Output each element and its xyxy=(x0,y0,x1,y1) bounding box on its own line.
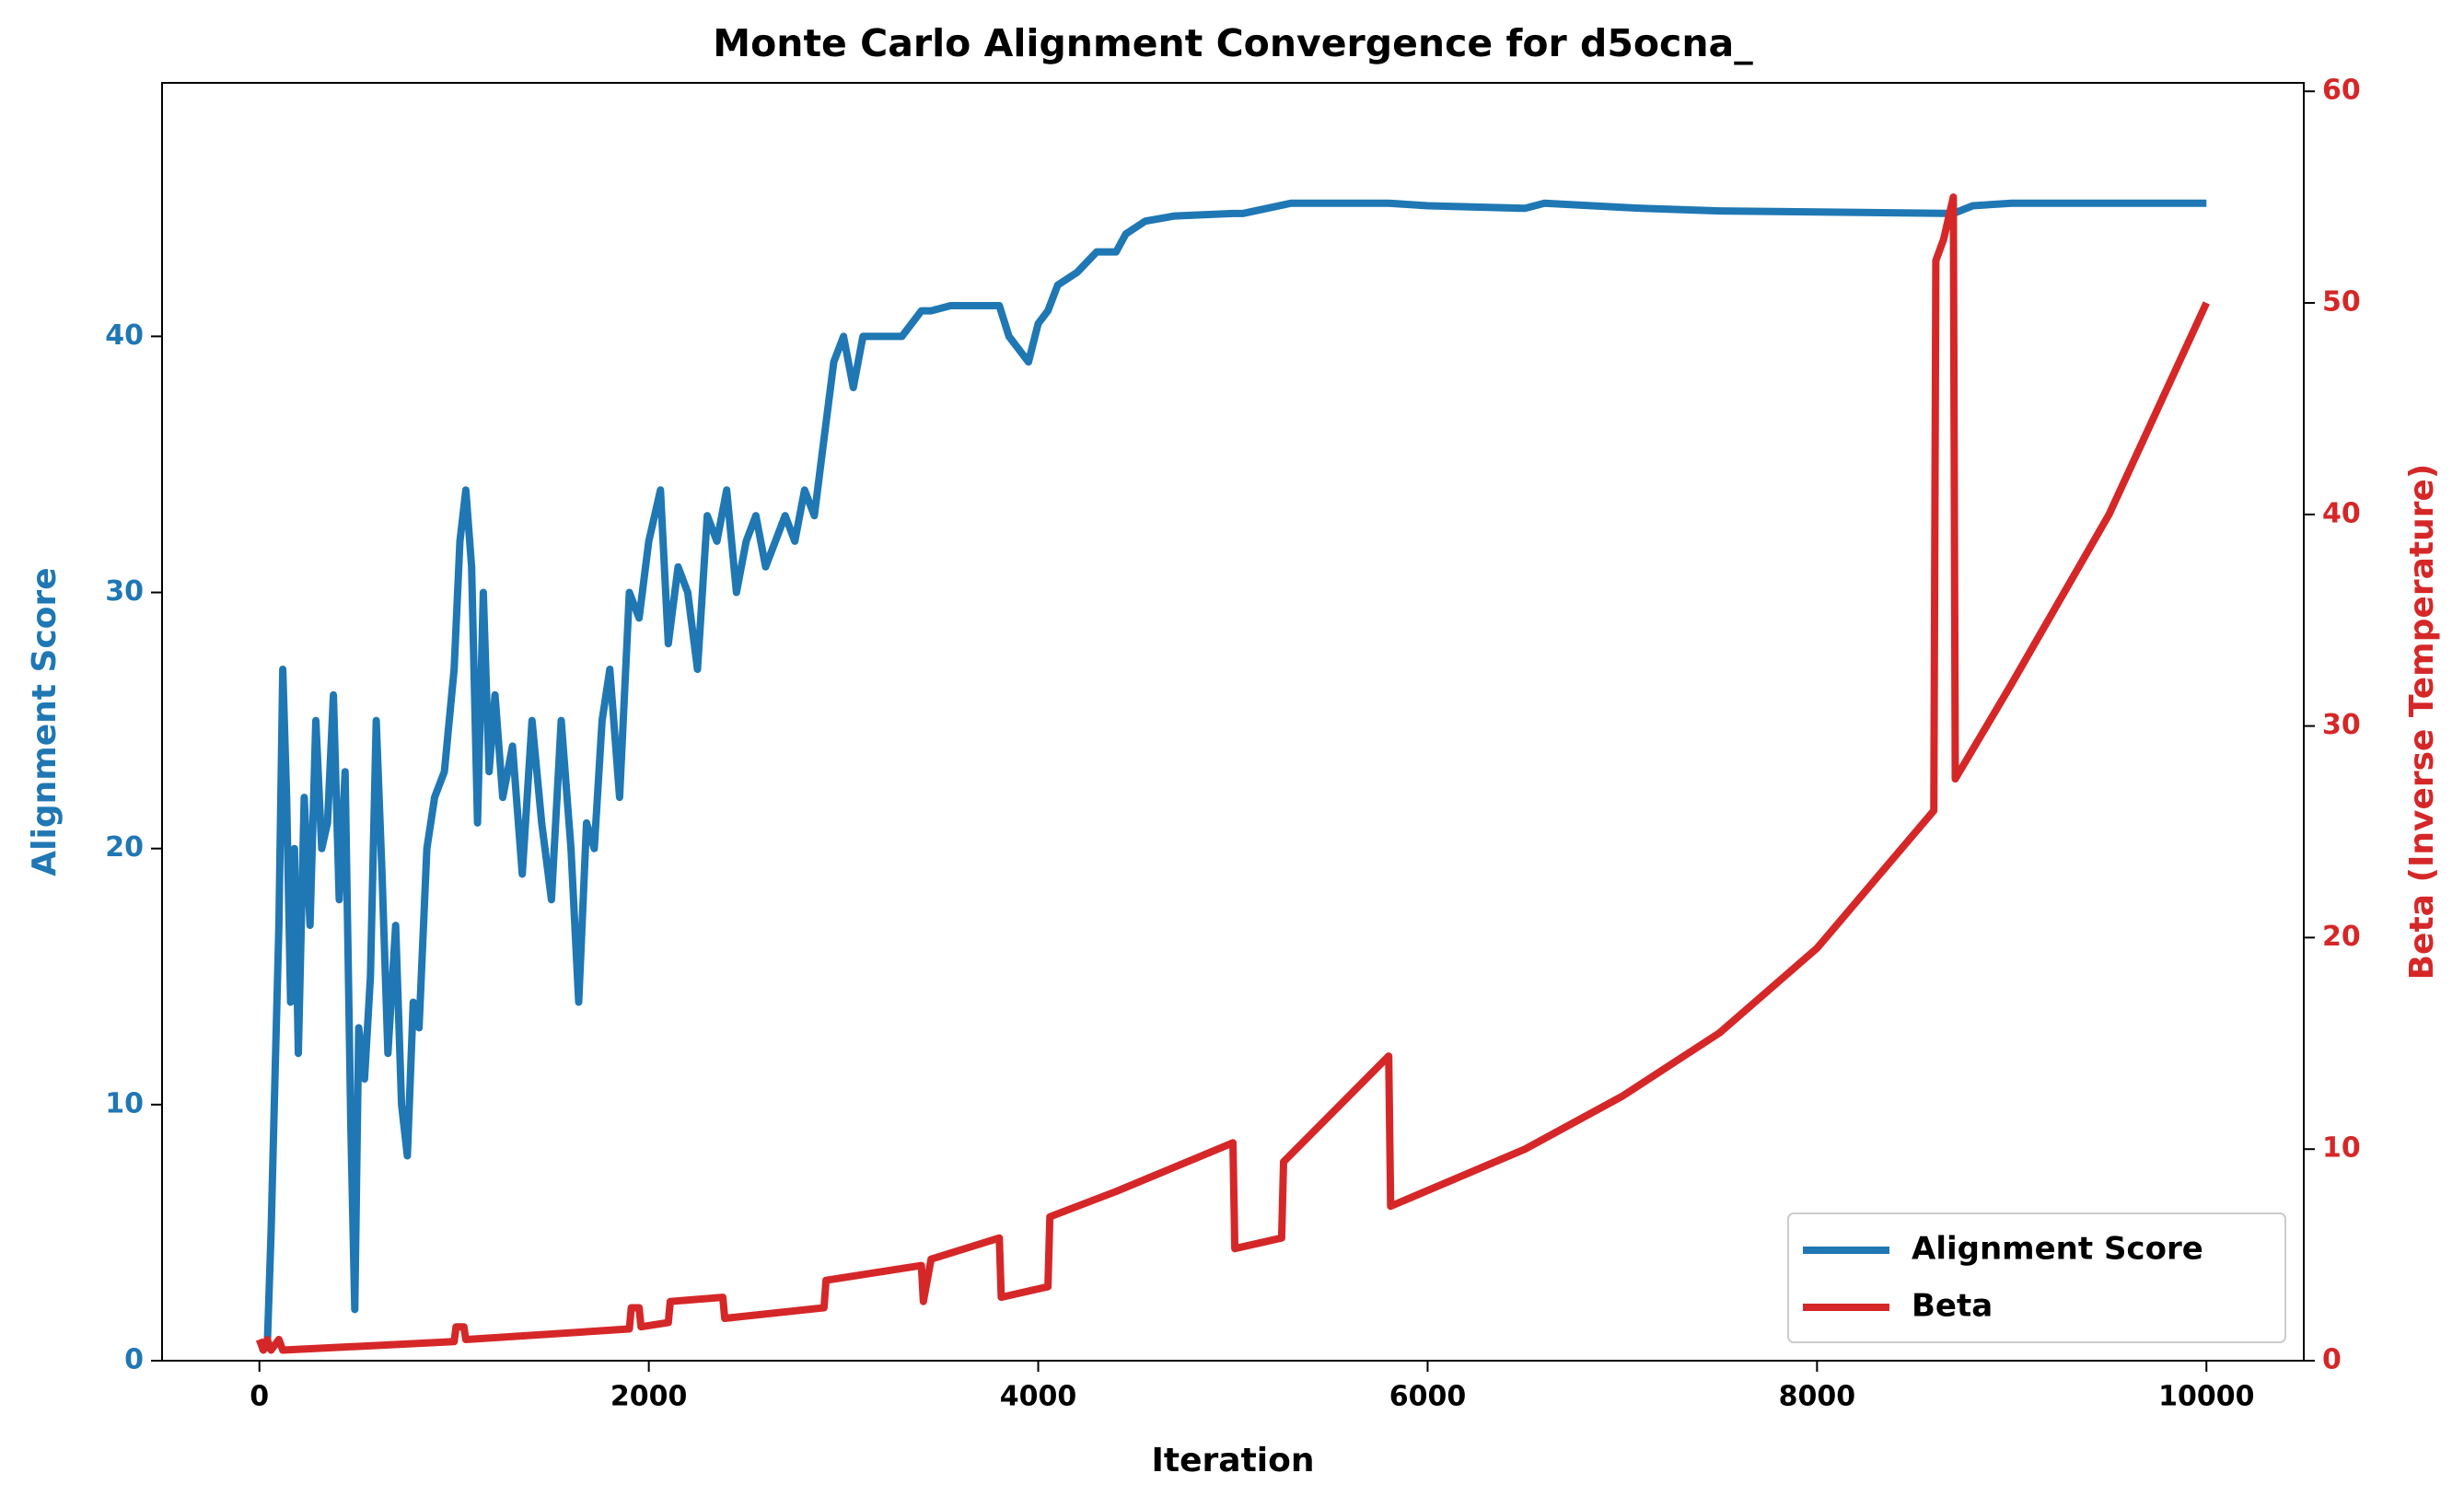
y2-tick-label: 40 xyxy=(2322,497,2361,529)
x-tick-label: 0 xyxy=(250,1381,269,1413)
x-tick-label: 4000 xyxy=(1000,1381,1077,1413)
x-tick-label: 2000 xyxy=(610,1381,688,1413)
x-axis-label: Iteration xyxy=(1152,1442,1315,1479)
y-axis-label: Alignment Score xyxy=(26,567,64,876)
data-line xyxy=(255,193,2210,1354)
chart-title: Monte Carlo Alignment Convergence for d5… xyxy=(713,21,1753,65)
y-tick-label: 10 xyxy=(105,1087,144,1119)
y2-tick-label: 30 xyxy=(2322,709,2361,741)
y2-axis-label: Beta (Inverse Temperature) xyxy=(2403,464,2441,980)
y-tick-label: 40 xyxy=(105,319,144,352)
y-tick-label: 20 xyxy=(105,831,144,864)
y-tick-label: 0 xyxy=(124,1344,144,1376)
legend-label: Beta xyxy=(1912,1288,1993,1325)
x-tick-label: 10000 xyxy=(2158,1381,2254,1413)
y2-tick-label: 10 xyxy=(2322,1132,2361,1165)
data-line xyxy=(259,199,2207,1352)
y2-tick-label: 60 xyxy=(2322,75,2361,107)
plot-frame xyxy=(161,82,2305,1362)
x-tick-label: 8000 xyxy=(1779,1381,1856,1413)
legend-label: Alignment Score xyxy=(1912,1231,2203,1268)
legend-box xyxy=(1787,1212,2286,1343)
y2-tick-label: 50 xyxy=(2322,285,2361,318)
x-tick-label: 6000 xyxy=(1389,1381,1467,1413)
y-tick-label: 30 xyxy=(105,575,144,608)
y2-tick-label: 0 xyxy=(2322,1344,2342,1376)
y2-tick-label: 20 xyxy=(2322,921,2361,953)
